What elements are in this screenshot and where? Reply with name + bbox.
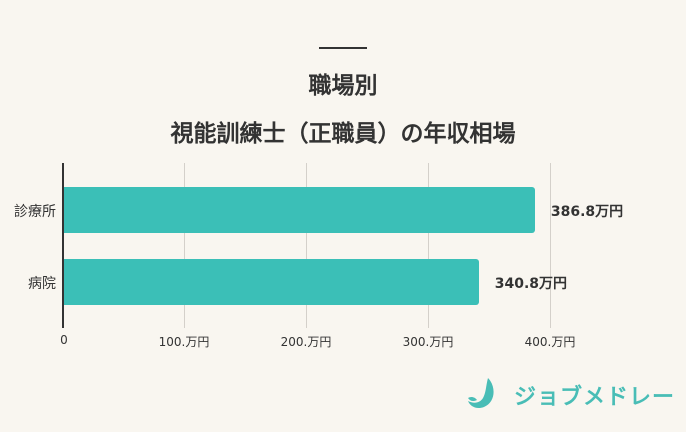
jobmedley-logo-icon — [466, 376, 502, 414]
chart-title-line1: 職場別 — [308, 73, 378, 99]
gridline-200 — [306, 163, 307, 328]
bar-clinic — [63, 187, 535, 233]
brand-logo: ジョブメドレー — [466, 376, 675, 414]
gridline-300 — [428, 163, 429, 328]
brand-name: ジョブメドレー — [514, 385, 676, 410]
chart-title-line2: 視能訓練士（正職員）の年収相場 — [170, 121, 516, 147]
value-label: 340.8万円 — [494, 276, 568, 292]
gridline-100 — [184, 163, 185, 328]
x-tick-label: 100.万円 — [158, 335, 210, 349]
value-label: 386.8万円 — [550, 204, 624, 220]
y-axis-line — [62, 163, 64, 328]
category-label: 病院 — [28, 276, 56, 292]
title-divider — [319, 47, 367, 49]
x-tick-label: 0 — [60, 333, 68, 347]
x-tick-label: 200.万円 — [280, 335, 332, 349]
category-label: 診療所 — [14, 204, 56, 220]
x-tick-label: 400.万円 — [524, 335, 576, 349]
bar-hospital — [63, 259, 479, 305]
gridline-400 — [550, 163, 551, 328]
x-tick-label: 300.万円 — [402, 335, 454, 349]
